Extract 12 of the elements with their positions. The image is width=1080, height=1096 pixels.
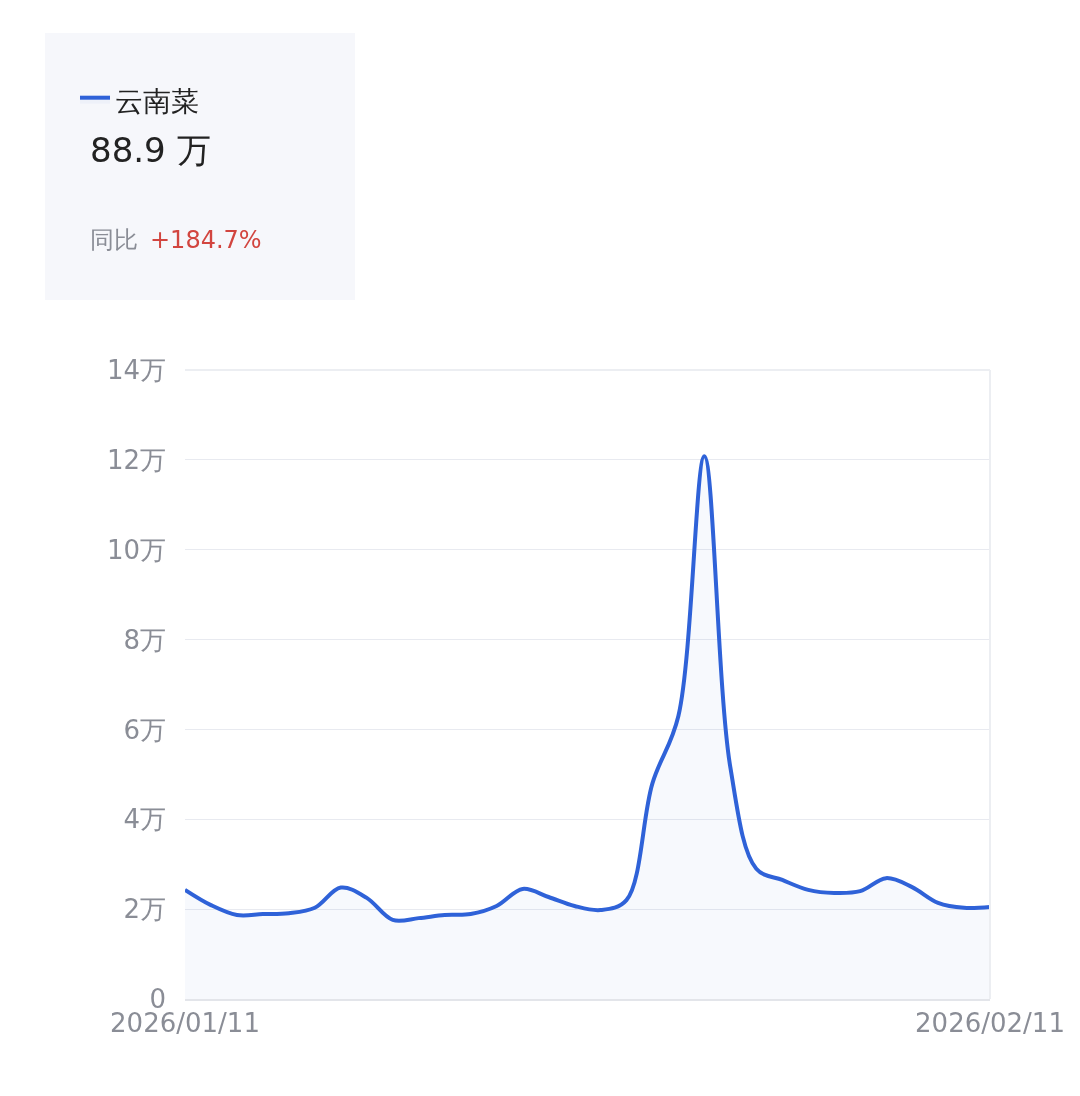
text: +184.7%: [150, 226, 262, 254]
legend-label: 云南菜: [115, 84, 199, 118]
text: 88.9 万: [90, 130, 211, 170]
text: 同比: [90, 226, 138, 254]
y-tick-label: 10万: [106, 534, 166, 565]
y-tick-label: 6万: [123, 714, 166, 745]
y-tick-label: 14万: [106, 355, 166, 386]
y-tick-label: 4万: [123, 804, 166, 835]
y-tick-label: 12万: [106, 444, 166, 475]
x-tick-label: 2026/02/11: [915, 1008, 1065, 1039]
y-tick-label: 2万: [123, 894, 166, 925]
y-tick-label: 8万: [123, 624, 166, 655]
